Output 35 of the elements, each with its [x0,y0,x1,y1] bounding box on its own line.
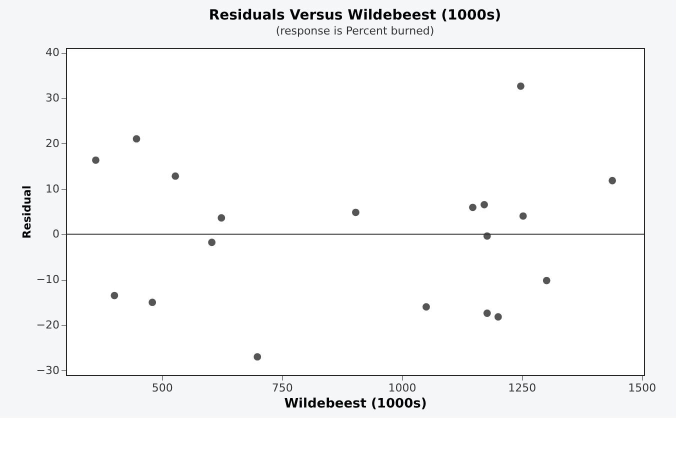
point [218,214,226,222]
point [132,135,140,143]
point [254,353,262,361]
chart-title: Residuals Versus Wildebeest (1000s) [208,8,502,24]
x-tick-label: 1500 [628,382,656,394]
y-tick-label: −10 [36,273,60,286]
x-tick-label: 1250 [508,382,536,394]
y-tick-label: 0 [52,228,60,241]
y-axis-title: Residual [20,185,34,239]
point [110,292,118,300]
point [422,303,430,311]
x-tick-label: 750 [272,382,293,394]
y-tick-label: −20 [36,318,60,332]
chart-subtitle: (response is Percent burned) [276,24,434,38]
point [480,200,488,208]
point [469,204,476,212]
point [542,276,550,284]
point [483,310,491,317]
point [494,313,502,321]
point [172,172,180,180]
y-tick-label: 30 [46,91,60,104]
y-tick-label: 20 [46,136,60,150]
point [92,156,100,164]
y-tick-label: 40 [46,46,60,60]
y-tick-label: −30 [36,364,60,377]
point [517,82,524,90]
x-axis-title: Wildebeest (1000s) [284,396,427,412]
point [352,208,360,216]
point [608,176,616,184]
y-tick-label: 10 [46,182,60,196]
x-tick-label: 500 [152,382,173,394]
point [148,298,156,306]
point [208,238,216,246]
point [519,212,527,220]
x-tick-label: 1000 [388,382,416,394]
